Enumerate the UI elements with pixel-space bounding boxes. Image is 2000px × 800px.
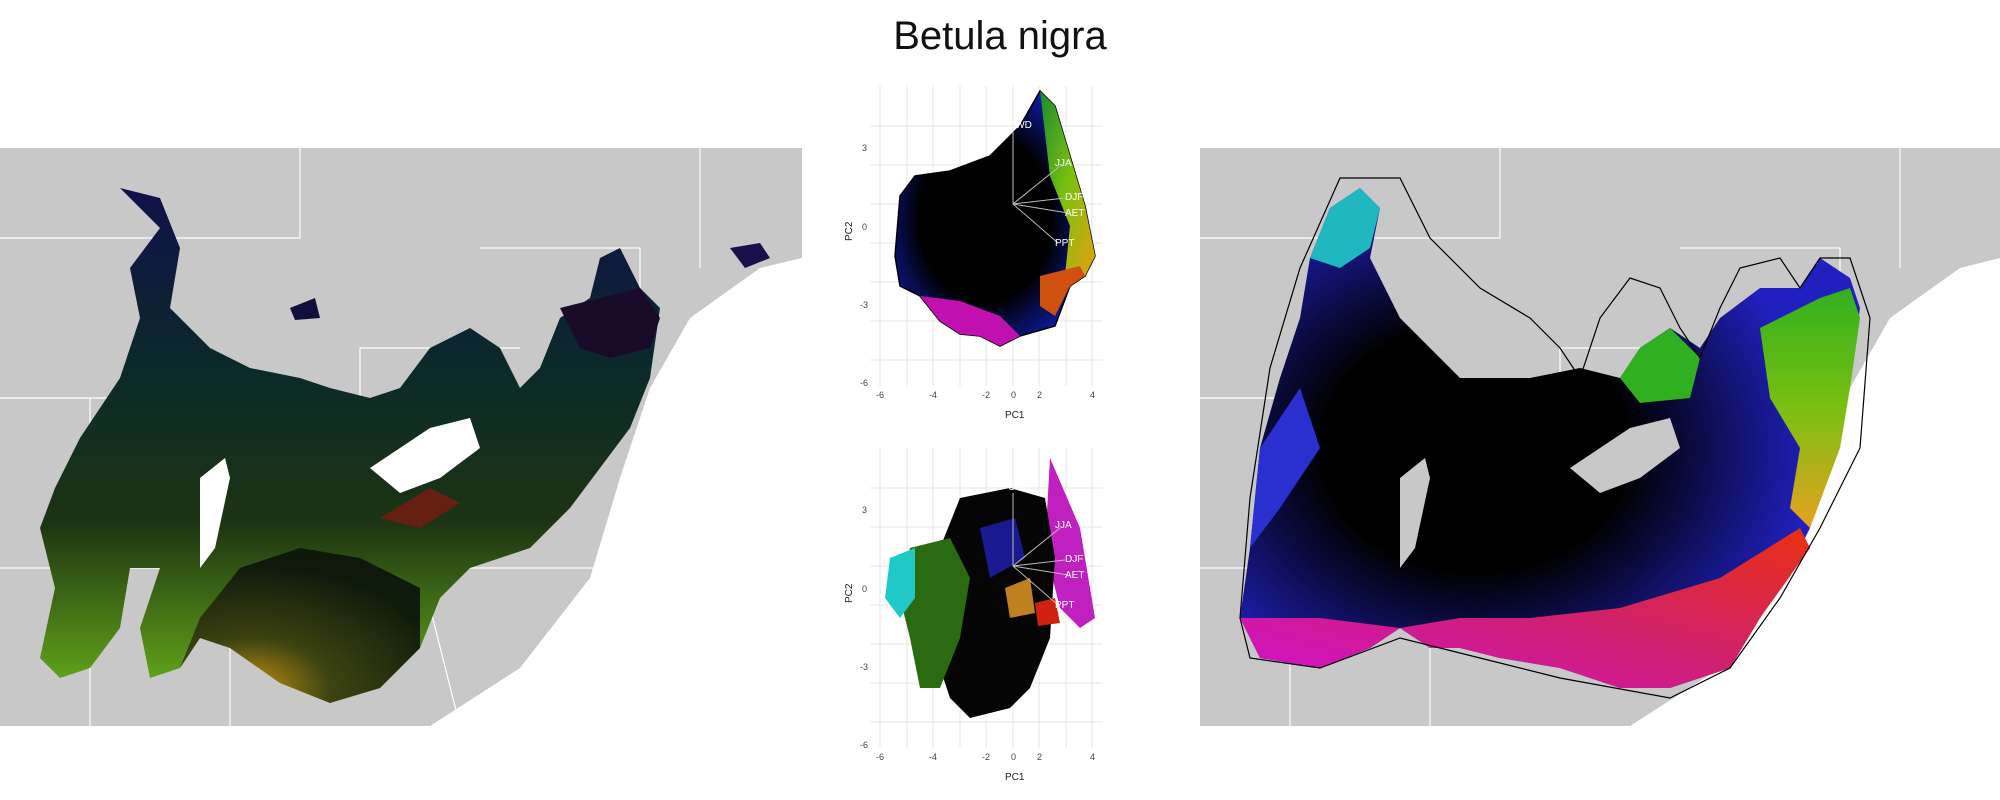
- great-lake: [370, 418, 480, 493]
- pca-cloud-bottom-red: [1035, 598, 1060, 626]
- svg-text:2: 2: [1037, 752, 1042, 762]
- pca-cloud-bottom-magenta: [1045, 458, 1095, 628]
- svg-text:-4: -4: [929, 752, 937, 762]
- pca-cloud-top-orange: [1040, 266, 1085, 316]
- svg-text:2: 2: [1037, 390, 1042, 400]
- atlantic-ocean: [430, 148, 802, 726]
- x-tick-labels-top: -6 -4 -2 0 2 4: [876, 390, 1095, 400]
- loading-label-aet: AET: [1065, 208, 1084, 219]
- range-north-cyan: [1310, 188, 1380, 268]
- species-range-south: [180, 548, 420, 703]
- svg-text:-2: -2: [982, 752, 990, 762]
- svg-text:0: 0: [1011, 390, 1016, 400]
- svg-text:-2: -2: [982, 390, 990, 400]
- pca-cloud-top-magenta: [920, 296, 1020, 346]
- svg-text:-3: -3: [860, 300, 868, 310]
- atlantic-ocean-right: [1630, 148, 2000, 726]
- svg-text:-4: -4: [929, 390, 937, 400]
- svg-text:-6: -6: [876, 752, 884, 762]
- pca-cloud-bottom-green: [900, 538, 970, 688]
- great-lake-2: [200, 458, 230, 568]
- pca-cloud-bottom-blue: [980, 518, 1025, 578]
- pca-cloud-bottom-black: [930, 488, 1055, 718]
- loading-label-djf: DJF: [1065, 192, 1083, 203]
- pca-plot-bottom: CWD JJA DJF AET PPT -6 -4 -2 0 2 4 3 0 -…: [844, 448, 1102, 783]
- range-patch-maine: [730, 243, 770, 268]
- range-patch-isolated: [290, 298, 320, 320]
- y-axis-label-bottom: PC2: [844, 583, 855, 603]
- svg-text:-6: -6: [860, 378, 868, 388]
- x-tick-labels-bottom: -6 -4 -2 0 2 4: [876, 752, 1095, 762]
- loading-label-ppt-2: PPT: [1055, 600, 1074, 611]
- y-axis-label-top: PC2: [844, 221, 855, 241]
- svg-text:0: 0: [862, 222, 867, 232]
- svg-text:4: 4: [1090, 752, 1095, 762]
- svg-text:-6: -6: [876, 390, 884, 400]
- loading-label-jja-2: JJA: [1055, 520, 1072, 531]
- loading-arrows-top: [1012, 131, 1069, 244]
- red-patch: [380, 488, 460, 528]
- svg-text:0: 0: [1011, 752, 1016, 762]
- x-axis-label-top: PC1: [1005, 410, 1025, 421]
- range-west-blue: [1250, 388, 1320, 548]
- species-range-right: [1240, 188, 1860, 688]
- great-lake-right: [1570, 418, 1680, 493]
- y-tick-labels-top: 3 0 -3 -6: [860, 143, 868, 388]
- loading-label-jja: JJA: [1055, 158, 1072, 169]
- range-hull-outline: [1239, 177, 1871, 699]
- pca-cloud-top-edge: [1040, 91, 1095, 276]
- species-range-main: [40, 188, 660, 703]
- svg-text:0: 0: [862, 584, 867, 594]
- y-tick-labels-bottom: 3 0 -3 -6: [860, 505, 868, 750]
- pca-cloud-bottom-cyan: [885, 548, 915, 618]
- x-axis-label-bottom: PC1: [1005, 772, 1025, 783]
- left-map: [0, 148, 802, 726]
- svg-text:4: 4: [1090, 390, 1095, 400]
- range-east-green: [1760, 288, 1860, 528]
- loading-label-cwd: CWD: [1008, 120, 1032, 131]
- pca-cloud-bottom-orange: [1005, 578, 1035, 618]
- loading-label-ppt: PPT: [1055, 238, 1074, 249]
- right-map: [1200, 148, 2000, 726]
- range-south-magenta: [1240, 528, 1810, 688]
- svg-text:3: 3: [862, 505, 867, 515]
- pca-plot-top: CWD JJA DJF AET PPT -6 -4 -2 0 2 4 3 0 -…: [844, 86, 1102, 421]
- loading-arrows-bottom: [1012, 493, 1069, 606]
- svg-text:-6: -6: [860, 740, 868, 750]
- great-lake-right-2: [1400, 458, 1430, 568]
- range-patch-lime: [1620, 328, 1700, 403]
- svg-text:-3: -3: [860, 662, 868, 672]
- loading-label-djf-2: DJF: [1065, 554, 1083, 565]
- figure-title: Betula nigra: [893, 14, 1107, 58]
- loading-label-aet-2: AET: [1065, 570, 1084, 581]
- svg-text:3: 3: [862, 143, 867, 153]
- range-patch-northeast: [560, 288, 660, 358]
- loading-label-cwd-2: CWD: [1008, 482, 1032, 493]
